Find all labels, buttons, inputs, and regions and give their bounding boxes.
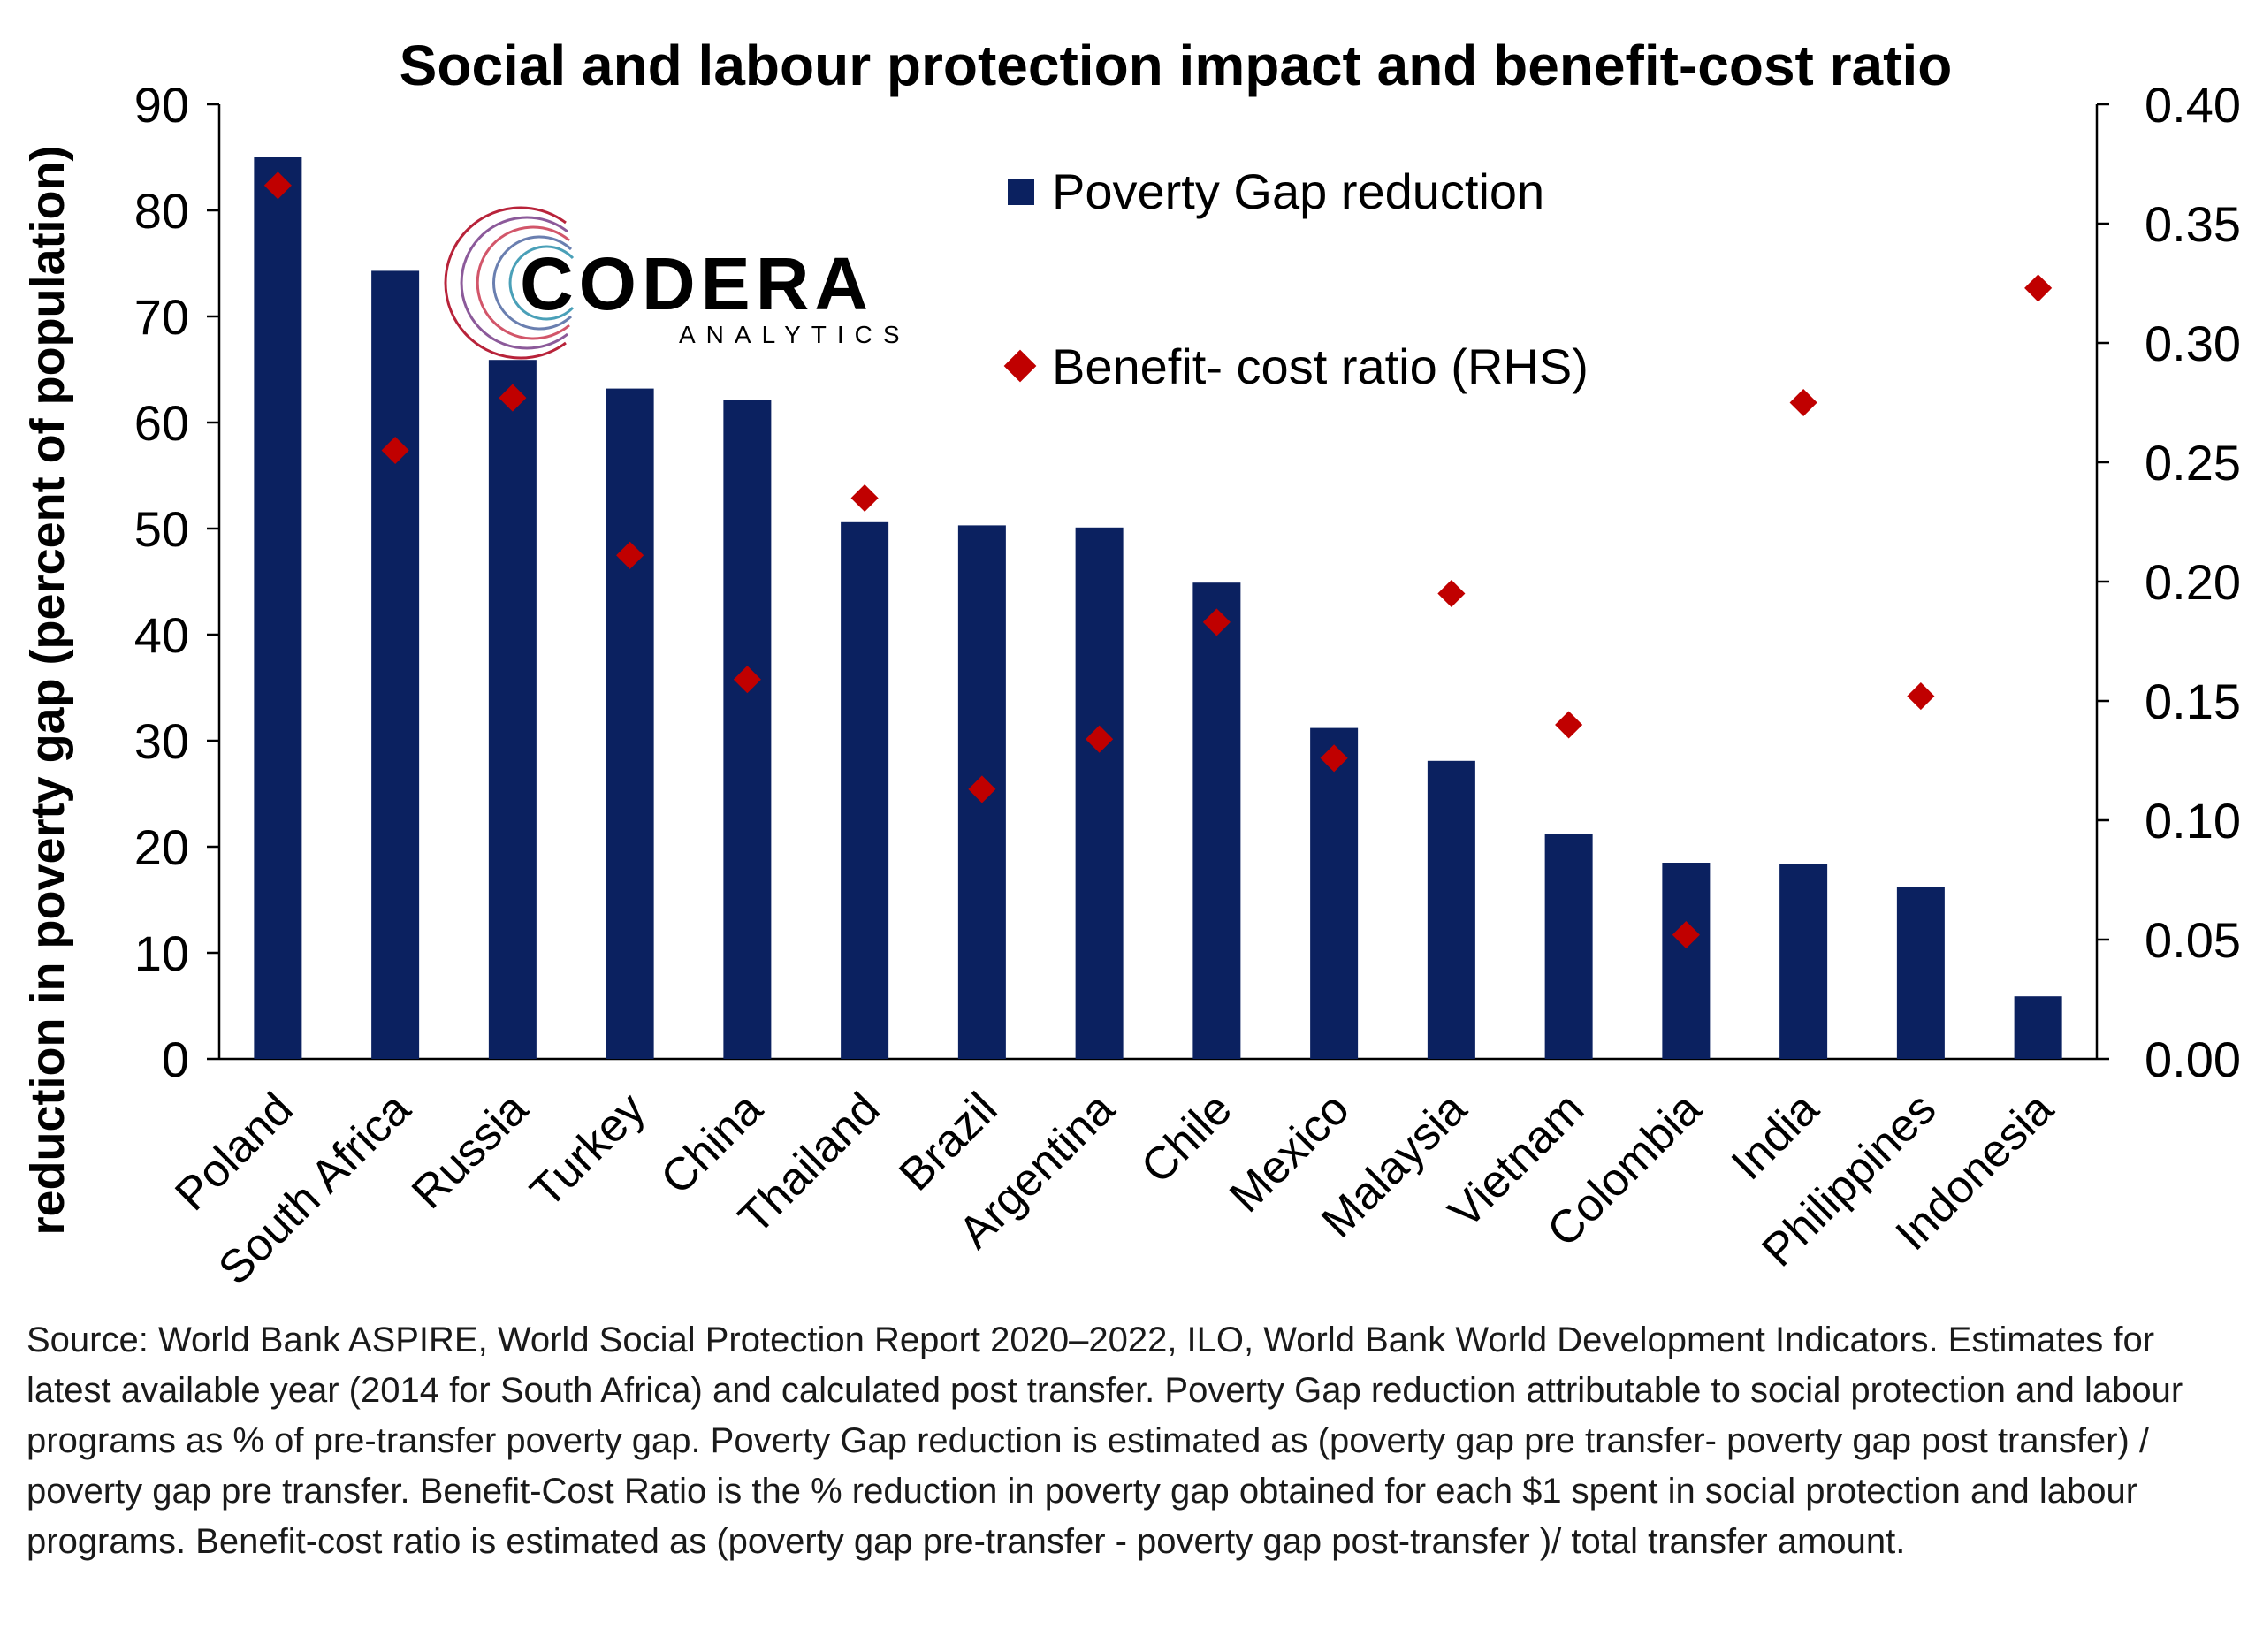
bar bbox=[841, 521, 889, 1059]
bar bbox=[1544, 834, 1593, 1059]
logo-subtitle: ANALYTICS bbox=[679, 321, 911, 348]
left-tick-label: 0 bbox=[162, 1032, 189, 1087]
legend: Poverty Gap reduction Benefit- cost rati… bbox=[1003, 164, 1589, 394]
left-tick-label: 60 bbox=[134, 395, 189, 451]
ratio-point bbox=[1907, 682, 1935, 711]
legend-bar-swatch bbox=[1008, 179, 1034, 205]
bar bbox=[606, 388, 654, 1060]
left-tick-label: 80 bbox=[134, 183, 189, 239]
ratio-point bbox=[850, 483, 879, 513]
source-note: Source: World Bank ASPIRE, World Social … bbox=[27, 1321, 2183, 1561]
ratio-point bbox=[1555, 711, 1583, 739]
right-tick-label: 0.20 bbox=[2145, 554, 2241, 610]
bar bbox=[723, 400, 772, 1059]
codera-logo: CODERA ANALYTICS bbox=[444, 206, 911, 360]
left-tick-label: 10 bbox=[134, 925, 189, 981]
right-tick-label: 0.40 bbox=[2145, 77, 2241, 133]
right-tick-label: 0.25 bbox=[2145, 435, 2241, 491]
bar bbox=[1662, 863, 1711, 1059]
logo-mark-icon bbox=[444, 206, 575, 360]
bar bbox=[1075, 527, 1124, 1059]
bar bbox=[1779, 864, 1828, 1059]
right-tick-label: 0.35 bbox=[2145, 196, 2241, 252]
right-tick-label: 0.00 bbox=[2145, 1032, 2241, 1087]
left-tick-label: 30 bbox=[134, 713, 189, 769]
category-label: Russia bbox=[402, 1083, 537, 1218]
ratio-point bbox=[499, 384, 527, 412]
legend-ratio-swatch bbox=[1003, 349, 1037, 383]
legend-ratio-label: Benefit- cost ratio (RHS) bbox=[1052, 339, 1589, 394]
bar bbox=[254, 157, 302, 1059]
bar bbox=[1192, 582, 1241, 1059]
category-label: India bbox=[1722, 1083, 1829, 1190]
ratio-point bbox=[1789, 388, 1817, 417]
ratio-point bbox=[263, 171, 292, 200]
chart-title: Social and labour protection impact and … bbox=[400, 34, 1953, 97]
left-tick-label: 20 bbox=[134, 819, 189, 875]
ratio-point bbox=[1672, 921, 1700, 949]
ratio-point bbox=[2024, 274, 2053, 302]
bar bbox=[371, 270, 420, 1059]
left-tick-label: 90 bbox=[134, 77, 189, 133]
right-tick-label: 0.05 bbox=[2145, 912, 2241, 968]
logo-name: CODERA bbox=[520, 242, 873, 325]
bar bbox=[1427, 760, 1475, 1059]
bar bbox=[488, 360, 537, 1059]
category-label: Chile bbox=[1132, 1083, 1242, 1193]
legend-bar-label: Poverty Gap reduction bbox=[1052, 164, 1544, 219]
bar bbox=[1896, 887, 1945, 1059]
left-tick-label: 40 bbox=[134, 607, 189, 663]
right-tick-label: 0.10 bbox=[2145, 793, 2241, 849]
bar bbox=[1310, 727, 1359, 1059]
left-tick-label: 70 bbox=[134, 289, 189, 345]
bar bbox=[2014, 996, 2062, 1059]
right-tick-label: 0.30 bbox=[2145, 316, 2241, 371]
ratio-point bbox=[1437, 579, 1466, 608]
y-axis-label: reduction in poverty gap (percent of pop… bbox=[21, 145, 74, 1235]
axes: 0 10 20 30 40 50 60 70 80 90 0.00 0.05 0.10 0.15 0.20 0… bbox=[134, 77, 2241, 1087]
bar-series bbox=[254, 157, 2062, 1060]
ratio-point bbox=[381, 436, 409, 465]
combo-chart: Social and labour protection impact and … bbox=[21, 34, 2241, 1295]
category-label: Turkey bbox=[521, 1083, 655, 1217]
left-tick-label: 50 bbox=[134, 501, 189, 557]
right-tick-label: 0.15 bbox=[2145, 674, 2241, 729]
